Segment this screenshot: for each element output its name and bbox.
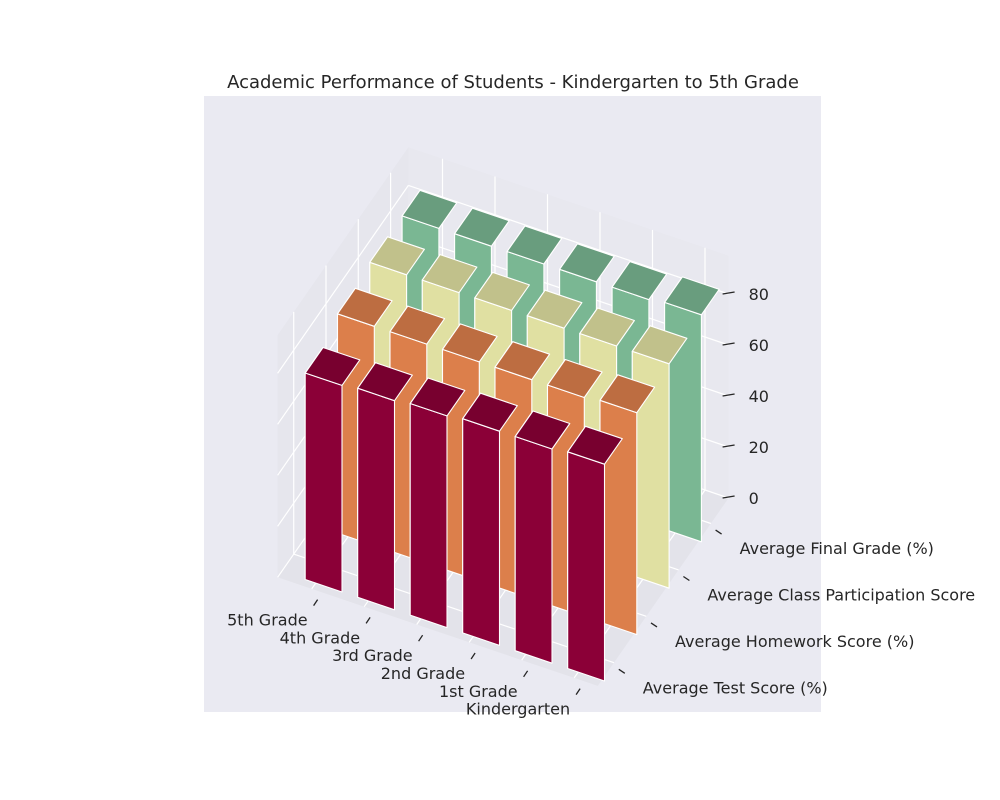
bar-top-face xyxy=(567,425,623,465)
bar-front-face xyxy=(304,372,343,593)
bar-front-face xyxy=(462,418,501,646)
x-tick-mark xyxy=(523,670,529,678)
bar-top-face xyxy=(454,207,510,247)
x-tick-label: 5th Grade xyxy=(227,611,307,630)
bar-front-face xyxy=(567,451,606,682)
bar-top-face xyxy=(401,189,458,229)
bar xyxy=(567,425,623,682)
chart-title: Academic Performance of Students - Kinde… xyxy=(227,72,799,93)
bar xyxy=(514,410,571,664)
z-tick-label: 40 xyxy=(749,387,769,406)
x-tick-label: 1st Grade xyxy=(439,682,518,701)
bar-top-face xyxy=(357,362,413,402)
z-grid-line xyxy=(277,185,409,374)
bar-top-face xyxy=(441,323,498,363)
x-tick-mark xyxy=(575,688,581,695)
z-tick-label: 60 xyxy=(749,336,769,355)
bar-top-face xyxy=(546,358,603,399)
bar-top-face xyxy=(664,276,720,316)
y-tick-label: Average Homework Score (%) xyxy=(675,632,914,651)
bar-top-face xyxy=(514,410,571,450)
bar-top-face xyxy=(494,341,551,381)
x-tick-mark xyxy=(470,652,476,660)
bar xyxy=(409,377,466,629)
bar-front-face xyxy=(357,387,396,611)
bars xyxy=(304,189,720,682)
z-tick-label: 80 xyxy=(749,285,769,304)
x-tick-mark xyxy=(418,634,424,642)
bar-top-face xyxy=(599,374,656,414)
x-tick-mark xyxy=(313,599,319,606)
x-tick-label: 2nd Grade xyxy=(381,664,465,683)
bar-top-face xyxy=(474,271,530,311)
y-tick-mark xyxy=(618,668,626,674)
z-tick-label: 20 xyxy=(749,438,769,457)
bar-top-face xyxy=(506,225,563,265)
bar-front-face xyxy=(409,402,448,629)
y-tick-mark xyxy=(683,575,690,582)
bar xyxy=(462,392,518,646)
y-tick-mark xyxy=(715,529,722,535)
bar-top-face xyxy=(579,307,635,347)
bar xyxy=(357,362,413,611)
bar-top-face xyxy=(631,325,688,365)
x-tick-mark xyxy=(365,617,371,624)
y-tick-label: Average Test Score (%) xyxy=(643,678,828,697)
y-tick-label: Average Class Participation Score xyxy=(707,586,975,605)
bar-top-face xyxy=(336,287,393,327)
bar-top-face xyxy=(409,377,466,417)
bar-top-face xyxy=(526,289,583,329)
z-grid-line xyxy=(408,184,729,295)
z-tick-label: 0 xyxy=(749,489,759,508)
y-grid-line xyxy=(293,553,615,664)
bar-top-face xyxy=(559,243,615,283)
z-tick-mark xyxy=(722,495,735,499)
y-tick-mark xyxy=(650,622,658,628)
y-tick-label: Average Final Grade (%) xyxy=(740,539,934,558)
bar-top-face xyxy=(421,254,478,294)
z-tick-mark xyxy=(722,393,735,397)
bar-top-face xyxy=(611,261,668,301)
bar-top-face xyxy=(462,392,518,432)
bar-top-face xyxy=(304,346,361,386)
z-tick-mark xyxy=(722,444,735,448)
bar xyxy=(304,346,361,593)
x-tick-label: Kindergarten xyxy=(466,700,570,719)
bar-front-face xyxy=(514,435,553,664)
z-tick-mark xyxy=(722,291,735,295)
bar-top-face xyxy=(389,305,446,345)
bar-top-face xyxy=(369,236,425,276)
z-tick-mark xyxy=(722,342,735,346)
x-tick-label: 3rd Grade xyxy=(332,646,413,665)
x-tick-label: 4th Grade xyxy=(280,628,360,647)
